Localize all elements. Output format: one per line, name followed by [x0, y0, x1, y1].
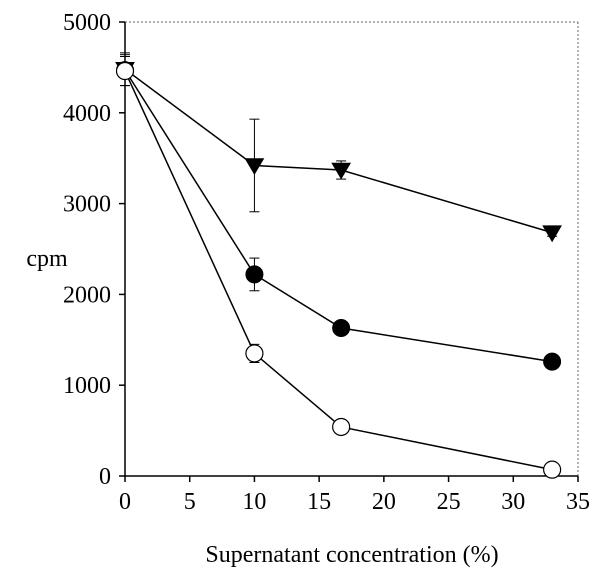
y-axis-label: cpm [26, 246, 68, 272]
y-tick-label: 3000 [63, 192, 111, 218]
x-tick-label: 25 [437, 489, 461, 515]
x-tick-label: 35 [566, 489, 590, 515]
series-circle-filled [116, 54, 562, 371]
x-tick-label: 10 [242, 489, 266, 515]
data-point [332, 417, 351, 437]
series-triangle-down-filled [115, 52, 562, 243]
y-tick-label: 0 [99, 464, 111, 490]
x-tick-label: 5 [184, 489, 196, 515]
x-tick-label: 30 [501, 489, 525, 515]
x-tick-label: 20 [372, 489, 396, 515]
y-tick-label: 1000 [63, 373, 111, 399]
x-tick-label: 15 [307, 489, 331, 515]
data-point [331, 162, 352, 180]
series-line [124, 69, 553, 363]
series-line [124, 70, 553, 471]
data-point [115, 61, 135, 81]
data-point [543, 352, 562, 371]
data-point [542, 225, 562, 243]
axes: 0 1000 2000 3000 4000 5000 0 5 10 15 20 25 30 35 [63, 10, 590, 515]
series-line [124, 68, 553, 234]
x-axis-label: Supernatant concentration (%) [205, 542, 498, 568]
y-tick-label: 4000 [63, 101, 111, 127]
x-tick-label: 0 [119, 489, 131, 515]
data-point [543, 460, 562, 479]
data-point [245, 265, 264, 284]
series-circle-open [115, 56, 562, 479]
data-point [332, 318, 351, 337]
plot-frame [125, 21, 579, 476]
series-group [115, 52, 562, 479]
y-tick-label: 2000 [63, 282, 111, 308]
y-tick-label: 5000 [63, 10, 111, 36]
data-point [244, 158, 265, 176]
data-point [245, 344, 264, 363]
